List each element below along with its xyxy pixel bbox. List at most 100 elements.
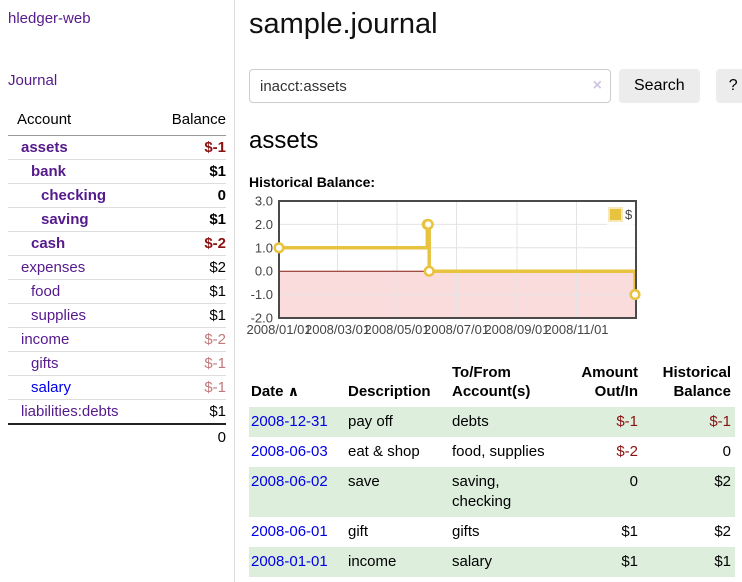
transaction-date-link[interactable]: 2008-12-31	[251, 413, 328, 430]
historical-balance-chart: $3.02.01.00.0-1.0-2.02008/01/012008/03/0…	[249, 197, 742, 339]
account-row-liabilities-debts: liabilities:debts $1	[8, 400, 226, 425]
transaction-description: save	[346, 467, 450, 517]
account-balance: $-1	[204, 379, 226, 396]
main-content: sample.journal × Search ? assets Histori…	[235, 0, 742, 582]
register-row: 2008-12-31 pay off debts $-1 $-1	[249, 407, 735, 437]
transaction-accounts: salary	[450, 547, 562, 577]
account-row-food: food $1	[8, 280, 226, 304]
transaction-description: gift	[346, 517, 450, 547]
search-button[interactable]: Search	[619, 69, 700, 103]
account-row-supplies: supplies $1	[8, 304, 226, 328]
transaction-date-link[interactable]: 2008-06-01	[251, 523, 328, 540]
account-link-assets[interactable]: assets	[8, 139, 68, 156]
transaction-description: pay off	[346, 407, 450, 437]
transaction-date-link[interactable]: 2008-06-02	[251, 473, 328, 490]
search-input[interactable]	[249, 69, 611, 103]
app-title-link[interactable]: hledger-web	[8, 10, 91, 27]
account-link-saving[interactable]: saving	[8, 211, 89, 228]
register-header-description: Description	[346, 359, 450, 407]
account-row-assets: assets $-1	[8, 136, 226, 160]
accounts-total-row: 0	[8, 424, 226, 449]
account-balance: $2	[209, 259, 226, 276]
account-link-income[interactable]: income	[8, 331, 69, 348]
app-title: hledger-web	[8, 10, 226, 28]
account-row-income: income $-2	[8, 328, 226, 352]
register-header-accounts: To/From Account(s)	[450, 359, 562, 407]
transaction-amount: $1	[621, 523, 638, 540]
clear-search-icon[interactable]: ×	[593, 77, 602, 95]
account-balance: $-1	[204, 355, 226, 372]
help-button[interactable]: ?	[716, 69, 742, 103]
search-box: ×	[249, 69, 611, 103]
account-link-expenses[interactable]: expenses	[8, 259, 85, 276]
date-header-label: Date	[251, 383, 284, 400]
register-header-row: Date ∧ Description To/From Account(s) Am…	[249, 359, 735, 407]
register-row: 2008-01-01 income salary $1 $1	[249, 547, 735, 577]
account-row-bank: bank $1	[8, 160, 226, 184]
transaction-balance: 0	[723, 443, 731, 460]
account-heading: assets	[249, 127, 742, 155]
transaction-balance: $2	[714, 523, 731, 540]
transaction-amount: $1	[621, 553, 638, 570]
transaction-balance: $2	[714, 473, 731, 490]
transaction-amount: $-1	[616, 413, 638, 430]
transaction-date-link[interactable]: 2008-01-01	[251, 553, 328, 570]
account-link-liabilities-debts[interactable]: liabilities:debts	[8, 403, 119, 420]
accounts-total-balance: 0	[218, 429, 226, 446]
register-row: 2008-06-01 gift gifts $1 $2	[249, 517, 735, 547]
transaction-accounts: saving, checking	[450, 467, 562, 517]
svg-text:-1.0: -1.0	[251, 287, 273, 302]
balance-chart-svg: $3.02.01.00.0-1.0-2.02008/01/012008/03/0…	[249, 197, 641, 339]
account-row-saving: saving $1	[8, 208, 226, 232]
transaction-amount: 0	[630, 473, 638, 490]
transaction-amount: $-2	[616, 443, 638, 460]
register-table: Date ∧ Description To/From Account(s) Am…	[249, 359, 735, 577]
sidebar-nav: Journal	[8, 72, 226, 90]
account-balance: $1	[209, 307, 226, 324]
accounts-header-account: Account	[8, 111, 147, 136]
account-link-gifts[interactable]: gifts	[8, 355, 59, 372]
hledger-web-app: hledger-web Journal Account Balance asse…	[0, 0, 742, 582]
register-header-amount: Amount Out/In	[562, 359, 642, 407]
account-link-checking[interactable]: checking	[8, 187, 106, 204]
svg-text:2008/03/01: 2008/03/01	[305, 322, 370, 337]
account-balance: $-1	[204, 139, 226, 156]
sidebar-item-journal[interactable]: Journal	[8, 72, 57, 89]
svg-text:$: $	[625, 207, 633, 222]
account-link-bank[interactable]: bank	[8, 163, 66, 180]
register-header-date[interactable]: Date ∧	[249, 359, 346, 407]
transaction-description: eat & shop	[346, 437, 450, 467]
svg-text:2008/07/01: 2008/07/01	[424, 322, 489, 337]
svg-text:2008/11/01: 2008/11/01	[544, 322, 608, 337]
accounts-header-row: Account Balance	[8, 111, 226, 136]
transaction-balance: $-1	[709, 413, 731, 430]
svg-text:3.0: 3.0	[255, 194, 273, 209]
page-title: sample.journal	[249, 8, 742, 41]
chart-title: Historical Balance:	[249, 174, 742, 190]
transaction-accounts: gifts	[450, 517, 562, 547]
account-link-salary[interactable]: salary	[8, 379, 71, 396]
transaction-accounts: debts	[450, 407, 562, 437]
svg-text:2008/01/01: 2008/01/01	[246, 322, 311, 337]
sort-ascending-icon: ∧	[288, 383, 299, 399]
accounts-header-balance: Balance	[147, 111, 226, 136]
register-header-balance: Historical Balance	[642, 359, 735, 407]
transaction-date-link[interactable]: 2008-06-03	[251, 443, 328, 460]
register-row: 2008-06-02 save saving, checking 0 $2	[249, 467, 735, 517]
transaction-accounts: food, supplies	[450, 437, 562, 467]
account-row-salary: salary $-1	[8, 376, 226, 400]
account-balance: $1	[209, 403, 226, 420]
account-link-cash[interactable]: cash	[8, 235, 65, 252]
svg-text:2008/05/01: 2008/05/01	[364, 322, 429, 337]
svg-text:2008/09/01: 2008/09/01	[484, 322, 549, 337]
svg-text:1.0: 1.0	[255, 240, 273, 255]
sidebar: hledger-web Journal Account Balance asse…	[0, 0, 235, 582]
account-link-supplies[interactable]: supplies	[8, 307, 86, 324]
account-row-checking: checking 0	[8, 184, 226, 208]
account-row-expenses: expenses $2	[8, 256, 226, 280]
account-balance: $1	[209, 283, 226, 300]
account-link-food[interactable]: food	[8, 283, 60, 300]
account-balance: $-2	[204, 331, 226, 348]
account-balance: $1	[209, 163, 226, 180]
account-balance: $-2	[204, 235, 226, 252]
